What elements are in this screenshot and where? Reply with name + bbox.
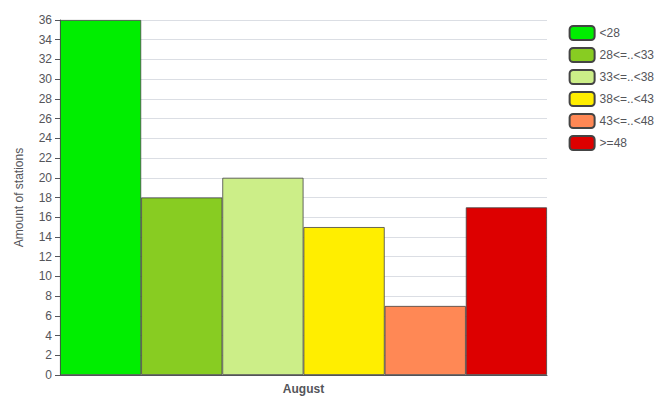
svg-text:33<=..<38: 33<=..<38 — [600, 70, 655, 84]
svg-text:2: 2 — [45, 348, 52, 362]
svg-text:8: 8 — [45, 289, 52, 303]
svg-text:38<=..<43: 38<=..<43 — [600, 92, 655, 106]
svg-text:16: 16 — [39, 210, 53, 224]
svg-text:<28: <28 — [600, 26, 621, 40]
svg-text:24: 24 — [39, 131, 53, 145]
svg-text:August: August — [283, 382, 324, 396]
svg-text:0: 0 — [45, 368, 52, 382]
svg-text:10: 10 — [39, 269, 53, 283]
svg-text:32: 32 — [39, 52, 53, 66]
svg-text:26: 26 — [39, 112, 53, 126]
svg-text:4: 4 — [45, 329, 52, 343]
svg-text:18: 18 — [39, 191, 53, 205]
svg-text:6: 6 — [45, 309, 52, 323]
svg-text:12: 12 — [39, 250, 53, 264]
svg-text:Amount of stations: Amount of stations — [12, 148, 26, 247]
svg-text:30: 30 — [39, 72, 53, 86]
svg-text:20: 20 — [39, 171, 53, 185]
svg-text:14: 14 — [39, 230, 53, 244]
svg-text:34: 34 — [39, 33, 53, 47]
svg-text:28<=..<33: 28<=..<33 — [600, 48, 655, 62]
svg-text:>=48: >=48 — [600, 136, 628, 150]
svg-text:28: 28 — [39, 92, 53, 106]
svg-text:22: 22 — [39, 151, 53, 165]
svg-text:36: 36 — [39, 13, 53, 27]
svg-text:43<=..<48: 43<=..<48 — [600, 114, 655, 128]
